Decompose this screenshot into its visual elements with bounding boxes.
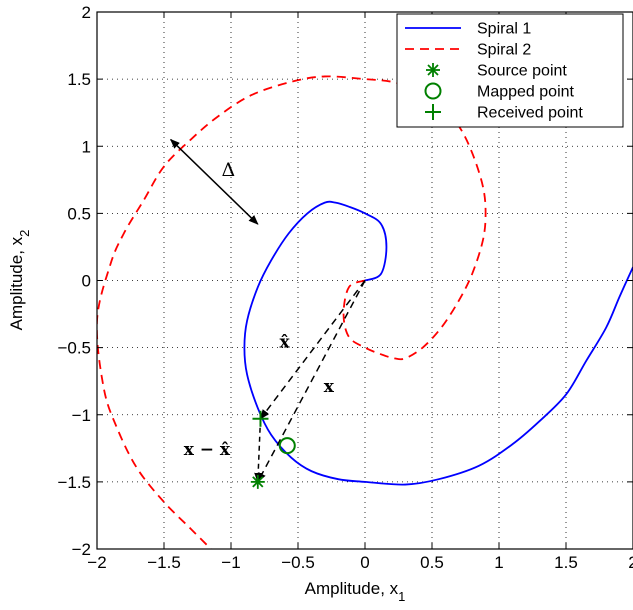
legend-item: Spiral 2 xyxy=(405,42,531,59)
x-hat-vector-arrow xyxy=(259,280,366,420)
x-tick-label: 1.5 xyxy=(554,553,578,572)
delta-label: Δ xyxy=(221,159,235,181)
delta-arrow xyxy=(169,138,259,225)
x-hat-label: x̂ xyxy=(280,333,291,353)
series-line-2 xyxy=(97,75,487,549)
y-tick-label: 1.5 xyxy=(67,70,91,89)
x-tick-label: 1 xyxy=(494,553,503,572)
x-label: x xyxy=(324,377,335,397)
x-tick-label: −2 xyxy=(87,553,106,572)
axis-labels: Amplitude, x1 Amplitude, x2 xyxy=(7,230,405,604)
y-tick-label: −2 xyxy=(72,540,91,559)
y-tick-label: 0 xyxy=(82,272,91,291)
legend-marker xyxy=(426,63,440,77)
legend-label: Mapped point xyxy=(477,84,575,101)
x-tick-label: 2 xyxy=(628,553,633,572)
y-tick-label: 0.5 xyxy=(67,204,91,223)
mapped-point-marker xyxy=(278,437,296,455)
x-tick-label: −1.5 xyxy=(147,553,181,572)
legend-marker xyxy=(425,104,441,120)
legend-label: Received point xyxy=(477,105,583,122)
source-point-marker xyxy=(250,474,265,489)
y-axis-label: Amplitude, x2 xyxy=(7,230,32,331)
legend-label: Spiral 2 xyxy=(477,42,531,59)
annotation-layer: Δx̂ x x − x̂ xyxy=(169,138,366,483)
legend-marker xyxy=(424,82,442,100)
y-tick-label: 2 xyxy=(82,3,91,22)
y-tick-label: −1.5 xyxy=(57,473,91,492)
x-vector-arrow xyxy=(257,280,366,483)
tick-layer: −2 −1.5 −1 −0.5 0 0.5 1 1.5 2 −2 −1.5 −1 −0.5 0 0.5 1 1.… xyxy=(57,3,633,572)
legend-label: Spiral 1 xyxy=(477,21,531,38)
y-tick-label: −0.5 xyxy=(57,339,91,358)
points-layer xyxy=(250,410,296,489)
y-tick-label: 1 xyxy=(82,137,91,156)
legend-item: Received point xyxy=(425,104,583,122)
x-tick-label: −1 xyxy=(221,553,240,572)
legend-label: Source point xyxy=(477,63,567,80)
series-line-1 xyxy=(243,200,633,486)
x-tick-label: −0.5 xyxy=(281,553,315,572)
x-axis-label: Amplitude, x1 xyxy=(305,579,406,604)
legend-item: Spiral 1 xyxy=(405,21,531,38)
x-tick-label: 0.5 xyxy=(420,553,444,572)
error-vector-arrow xyxy=(254,418,263,483)
x-minus-x-hat-label: x − x̂ xyxy=(184,440,231,460)
received-point-marker xyxy=(252,410,269,427)
legend-item: Source point xyxy=(426,63,567,80)
y-tick-label: −1 xyxy=(72,406,91,425)
legend-item: Mapped point xyxy=(424,82,575,101)
legend: Spiral 1 Spiral 2 Source point Mapped point… xyxy=(396,13,624,128)
x-tick-label: 0 xyxy=(360,553,369,572)
